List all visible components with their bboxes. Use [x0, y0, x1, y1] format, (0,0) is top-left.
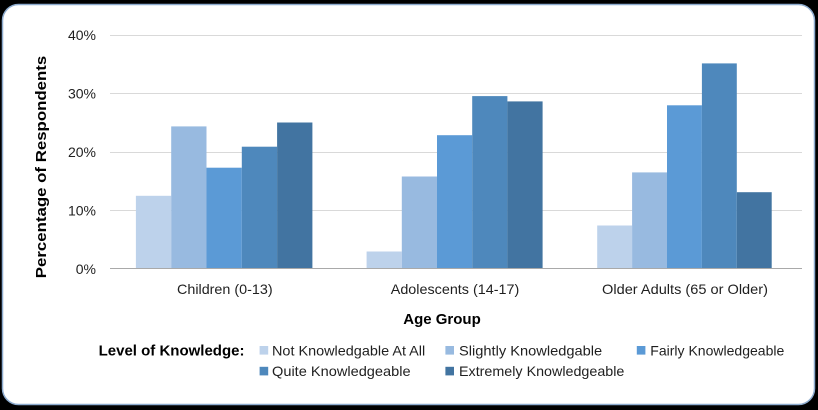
svg-text:Children (0-13): Children (0-13) — [177, 281, 273, 297]
svg-text:0%: 0% — [76, 261, 96, 277]
svg-text:Percentage of Respondents: Percentage of Respondents — [33, 56, 50, 279]
svg-text:Age Group: Age Group — [403, 311, 481, 328]
svg-text:10%: 10% — [68, 203, 96, 219]
svg-text:Adolescents (14-17): Adolescents (14-17) — [391, 281, 520, 297]
svg-text:Not Knowledgable At All: Not Knowledgable At All — [272, 343, 425, 359]
svg-text:30%: 30% — [68, 86, 96, 102]
svg-text:Slightly Knowledgable: Slightly Knowledgable — [459, 343, 602, 359]
svg-text:Quite Knowledgeable: Quite Knowledgeable — [272, 363, 411, 379]
svg-text:20%: 20% — [68, 144, 96, 160]
svg-text:Extremely Knowledgeable: Extremely Knowledgeable — [459, 363, 625, 379]
svg-text:40%: 40% — [68, 27, 96, 43]
svg-text:Older Adults (65 or Older): Older Adults (65 or Older) — [602, 281, 768, 297]
svg-text:Fairly Knowledgeable: Fairly Knowledgeable — [650, 343, 784, 359]
svg-text:Level of Knowledge:: Level of Knowledge: — [99, 343, 245, 360]
